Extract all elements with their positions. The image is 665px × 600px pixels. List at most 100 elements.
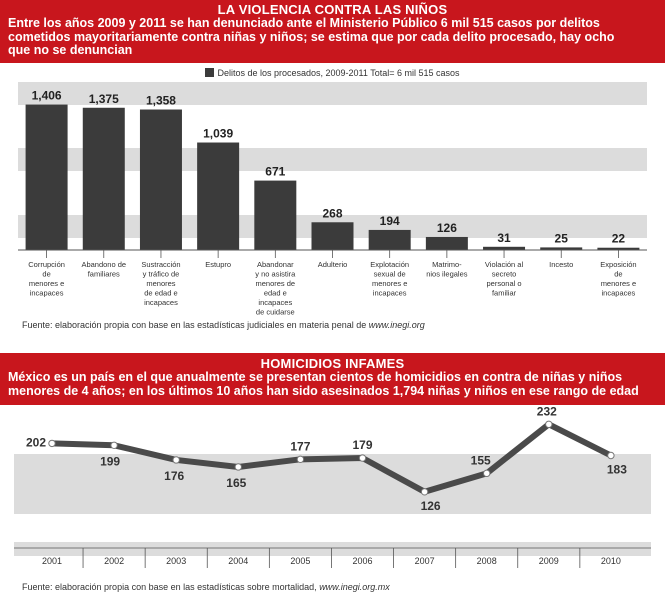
point-value-label: 177 [290, 439, 310, 453]
series-line [49, 421, 614, 495]
category-label: Explotación [370, 260, 409, 269]
year-label: 2005 [290, 556, 310, 566]
category-label: incapaces [258, 298, 292, 307]
category-label: menores e [601, 279, 636, 288]
header-banner-1: LA VIOLENCIA CONTRA LAS NIÑOS Entre los … [0, 0, 665, 63]
category-label: familiares [88, 270, 120, 279]
category-label: de [42, 270, 50, 279]
bar-value-label: 126 [437, 221, 457, 235]
source-text: Fuente: elaboración propia con base en l… [22, 320, 369, 330]
category-label: menores e [29, 279, 64, 288]
category-label: secreto [492, 270, 517, 279]
year-label: 2003 [166, 556, 186, 566]
bar [540, 247, 583, 250]
category-label: Adulterio [318, 260, 348, 269]
bar [139, 109, 182, 250]
category-label: Abandonar [257, 260, 294, 269]
source-url: www.inegi.org [368, 320, 425, 330]
axis-band [14, 542, 651, 556]
bar [25, 104, 68, 250]
chart-1-subtitle-line: Entre los años 2009 y 2011 se han denunc… [8, 16, 600, 30]
category-label: menores e [372, 279, 407, 288]
bar [483, 246, 526, 250]
legend-swatch [205, 68, 215, 77]
data-point [545, 420, 553, 428]
year-label: 2006 [352, 556, 372, 566]
category-label: Violación al [485, 260, 524, 269]
category-label: y tráfico de [143, 270, 180, 279]
category-label: edad e [264, 289, 287, 298]
chart-2-source: Fuente: elaboración propia con base en l… [22, 582, 390, 592]
source-text: Fuente: elaboración propia con base en l… [22, 582, 320, 592]
category-label: incapaces [30, 289, 64, 298]
category-label: Exposición [600, 260, 636, 269]
category-label: menores de [256, 279, 296, 288]
bar-value-label: 671 [265, 165, 285, 179]
data-point [483, 469, 491, 478]
bar-value-label: 1,406 [32, 89, 62, 103]
category-label: menores [146, 279, 175, 288]
bar-value-label: 194 [380, 214, 400, 228]
category-label: Estupro [205, 260, 231, 269]
point-value-label: 202 [26, 435, 46, 449]
bar [254, 180, 297, 250]
header-banner-2: HOMICIDIOS INFAMES México es un país en … [0, 353, 665, 405]
bar [311, 222, 354, 250]
chart-1-title: LA VIOLENCIA CONTRA LAS NIÑOS [217, 2, 448, 17]
point-value-label: 155 [471, 453, 491, 467]
category-label: Abandono de [81, 260, 126, 269]
data-point [234, 463, 243, 471]
data-point [296, 455, 305, 464]
bar [197, 142, 240, 250]
point-value-label: 179 [352, 438, 372, 452]
category-label: Corrupción [28, 260, 65, 269]
category-label: familiar [492, 289, 517, 298]
year-label: 2008 [477, 556, 497, 566]
year-label: 2002 [104, 556, 124, 566]
year-label: 2007 [415, 556, 435, 566]
data-point [48, 439, 56, 448]
data-point [420, 488, 429, 496]
category-label: Matrimo- [432, 260, 462, 269]
bar-value-label: 1,039 [203, 127, 233, 141]
grid-band [18, 82, 647, 105]
point-value-label: 126 [421, 499, 441, 513]
category-label: y no asistira [255, 270, 296, 279]
year-label: 2004 [228, 556, 248, 566]
year-label: 2001 [42, 556, 62, 566]
bar [368, 229, 411, 250]
bar [597, 247, 640, 250]
point-value-label: 232 [537, 404, 557, 418]
category-label: incapaces [373, 289, 407, 298]
category-label: de cuidarse [256, 308, 295, 317]
bar-value-label: 25 [555, 231, 569, 245]
chart-2-title: HOMICIDIOS INFAMES [260, 356, 405, 371]
category-label: sexual de [374, 270, 406, 279]
point-value-label: 165 [226, 476, 246, 490]
year-label: 2010 [601, 556, 621, 566]
bar-value-label: 1,375 [89, 92, 119, 106]
data-point [607, 451, 615, 460]
category-label: incapaces [144, 298, 178, 307]
bar-value-label: 268 [322, 206, 342, 220]
point-value-label: 176 [164, 469, 184, 483]
data-point [110, 441, 118, 450]
point-value-label: 183 [607, 462, 627, 476]
data-point [358, 454, 367, 462]
bar [82, 107, 125, 250]
bar-value-label: 1,358 [146, 94, 176, 108]
category-label: nios ilegales [426, 270, 468, 279]
chart-2-subtitle-line: México es un país en el que anualmente s… [8, 370, 623, 384]
category-label: Sustracción [141, 260, 180, 269]
category-label: incapaces [602, 289, 636, 298]
chart-1-legend: Delitos de los procesados, 2009-2011 Tot… [0, 68, 665, 78]
bar-value-label: 31 [497, 231, 511, 245]
bar-value-label: 22 [612, 232, 626, 246]
legend-label: Delitos de los procesados, 2009-2011 Tot… [217, 68, 460, 78]
chart-1-subtitle-line: cometidos mayoritariamente contra niñas … [8, 29, 615, 44]
year-label: 2009 [539, 556, 559, 566]
grid-band [14, 454, 651, 514]
category-label: personal o [487, 279, 522, 288]
chart-2-subtitle-line: menores de 4 años; en los últimos 10 año… [8, 383, 639, 398]
